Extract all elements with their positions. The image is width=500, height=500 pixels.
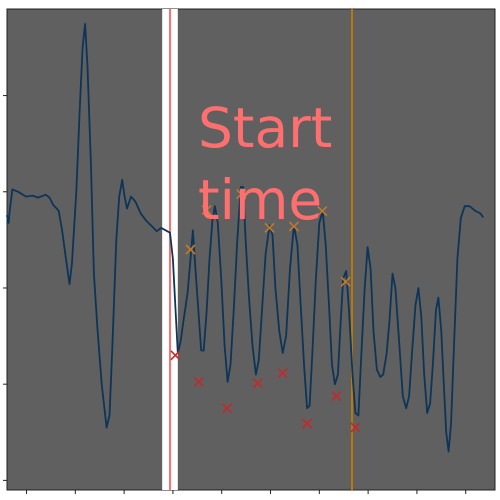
- trough-marker-4-stroke-b: [277, 368, 288, 379]
- peak-marker-5: [317, 205, 328, 217]
- trough-marker-3-stroke-b: [252, 378, 263, 389]
- trough-marker-0-stroke-b: [170, 350, 181, 361]
- trough-marker-4: [277, 368, 288, 379]
- trough-marker-5: [302, 418, 313, 429]
- annotation-label-line2: time: [198, 168, 322, 232]
- annotation-label-line1: Start: [198, 96, 332, 160]
- trough-marker-2-stroke-b: [222, 403, 233, 414]
- trough-marker-1: [193, 376, 204, 387]
- peak-marker-5-stroke-b: [317, 205, 328, 217]
- peak-marker-3-stroke-b: [264, 222, 275, 233]
- peak-marker-1-stroke-b: [201, 204, 212, 216]
- trough-marker-1-stroke-b: [193, 376, 204, 387]
- trough-marker-2: [222, 403, 233, 414]
- peak-marker-2: [236, 189, 247, 200]
- trough-marker-7-stroke-b: [350, 422, 361, 433]
- peak-marker-6-stroke-b: [340, 276, 351, 287]
- peak-marker-2-stroke-b: [236, 189, 247, 200]
- trough-marker-0: [170, 350, 181, 361]
- trough-marker-5-stroke-b: [302, 418, 313, 429]
- trough-marker-6: [331, 391, 342, 402]
- peak-marker-1: [201, 204, 212, 216]
- peak-marker-0: [185, 244, 196, 255]
- trough-marker-7: [350, 422, 361, 433]
- peak-marker-4-stroke-b: [288, 221, 300, 232]
- trough-marker-3: [252, 378, 263, 389]
- trough-marker-6-stroke-b: [331, 391, 342, 402]
- peak-marker-3: [264, 222, 275, 233]
- peak-marker-6: [340, 276, 351, 287]
- peak-marker-0-stroke-b: [185, 244, 196, 255]
- peak-marker-4: [288, 221, 300, 232]
- signal-trace-0: [6, 22, 484, 453]
